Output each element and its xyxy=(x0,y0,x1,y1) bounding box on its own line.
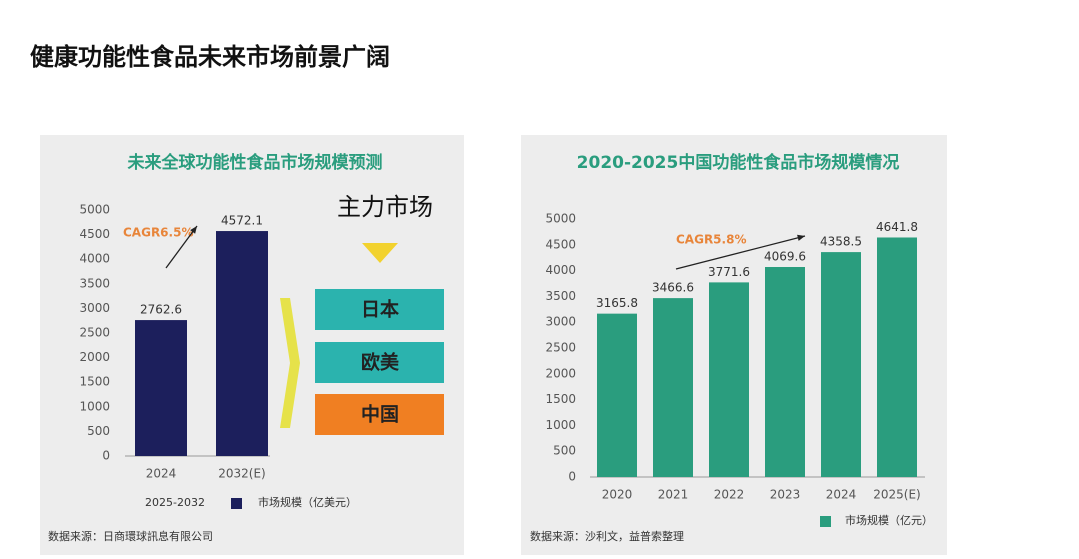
value-label: 3165.8 xyxy=(596,296,638,310)
x-tick-label: 2032(E) xyxy=(218,467,265,481)
y-tick-label: 4500 xyxy=(545,237,576,251)
y-tick-label: 500 xyxy=(553,444,576,458)
x-tick-label: 2021 xyxy=(658,488,689,502)
trend-arrow xyxy=(675,235,806,270)
value-label: 4069.6 xyxy=(764,250,806,264)
value-label: 4641.8 xyxy=(876,220,918,234)
y-tick-label: 2000 xyxy=(79,350,110,364)
market-box xyxy=(315,342,444,383)
x-tick-label: 2024 xyxy=(826,488,857,502)
y-tick-label: 5000 xyxy=(79,203,110,217)
annotation: CAGR5.8% xyxy=(676,233,746,247)
value-label: 4572.1 xyxy=(221,214,263,228)
source-note: 数据来源：沙利文，益普索整理 xyxy=(530,529,684,543)
chevron xyxy=(280,298,300,428)
y-tick-label: 0 xyxy=(568,470,576,484)
market-box xyxy=(315,289,444,330)
x-tick-label: 2020 xyxy=(602,488,633,502)
arrow-down xyxy=(362,243,398,263)
bar xyxy=(877,237,917,477)
y-tick-label: 3000 xyxy=(545,315,576,329)
value-label: 3466.6 xyxy=(652,281,694,295)
value-label: 4358.5 xyxy=(820,235,862,249)
y-tick-label: 1000 xyxy=(545,418,576,432)
side-title: 主力市场 xyxy=(337,193,433,221)
y-tick-label: 2000 xyxy=(545,366,576,380)
y-tick-label: 5000 xyxy=(545,212,576,226)
bar xyxy=(821,252,861,477)
y-tick-label: 0 xyxy=(102,449,110,463)
y-tick-label: 4000 xyxy=(79,252,110,266)
market-box xyxy=(315,394,444,435)
market-label: 中国 xyxy=(361,403,399,426)
value-label: 3771.6 xyxy=(708,265,750,279)
value-label: 2762.6 xyxy=(140,303,182,317)
y-tick-label: 1500 xyxy=(545,392,576,406)
source-note: 数据来源：日商環球訊息有限公司 xyxy=(48,529,213,543)
y-tick-label: 3500 xyxy=(79,276,110,290)
legend-swatch xyxy=(231,498,242,509)
bar xyxy=(653,298,693,477)
x-tick-label: 2022 xyxy=(714,488,745,502)
annotation: CAGR6.5% xyxy=(123,226,193,240)
chart-title: 未来全球功能性食品市场规模预测 xyxy=(127,152,383,173)
bar xyxy=(709,282,749,477)
arrow-head xyxy=(797,234,805,241)
x-tick-label: 2025(E) xyxy=(873,488,920,502)
bar xyxy=(597,313,637,477)
y-tick-label: 2500 xyxy=(79,326,110,340)
y-tick-label: 3000 xyxy=(79,301,110,315)
legend-prefix: 2025-2032 xyxy=(145,496,205,509)
y-tick-label: 500 xyxy=(87,424,110,438)
y-tick-label: 3500 xyxy=(545,289,576,303)
legend-label: 市场规模（亿美元） xyxy=(258,495,357,509)
legend-label: 市场规模（亿元） xyxy=(845,513,933,527)
y-tick-label: 1500 xyxy=(79,375,110,389)
x-tick-label: 2023 xyxy=(770,488,801,502)
legend-swatch xyxy=(820,516,831,527)
trend-arrow xyxy=(165,225,198,269)
page-title: 健康功能性食品未来市场前景广阔 xyxy=(30,43,390,71)
arrow-head xyxy=(190,226,197,234)
bar xyxy=(216,231,268,456)
bar xyxy=(135,320,187,456)
market-label: 日本 xyxy=(361,298,399,321)
y-tick-label: 4000 xyxy=(545,263,576,277)
chart-title: 2020-2025中国功能性食品市场规模情况 xyxy=(577,152,900,173)
bar xyxy=(765,267,805,477)
y-tick-label: 4500 xyxy=(79,227,110,241)
y-tick-label: 2500 xyxy=(545,341,576,355)
market-label: 欧美 xyxy=(361,351,400,374)
x-tick-label: 2024 xyxy=(146,467,177,481)
y-tick-label: 1000 xyxy=(79,399,110,413)
